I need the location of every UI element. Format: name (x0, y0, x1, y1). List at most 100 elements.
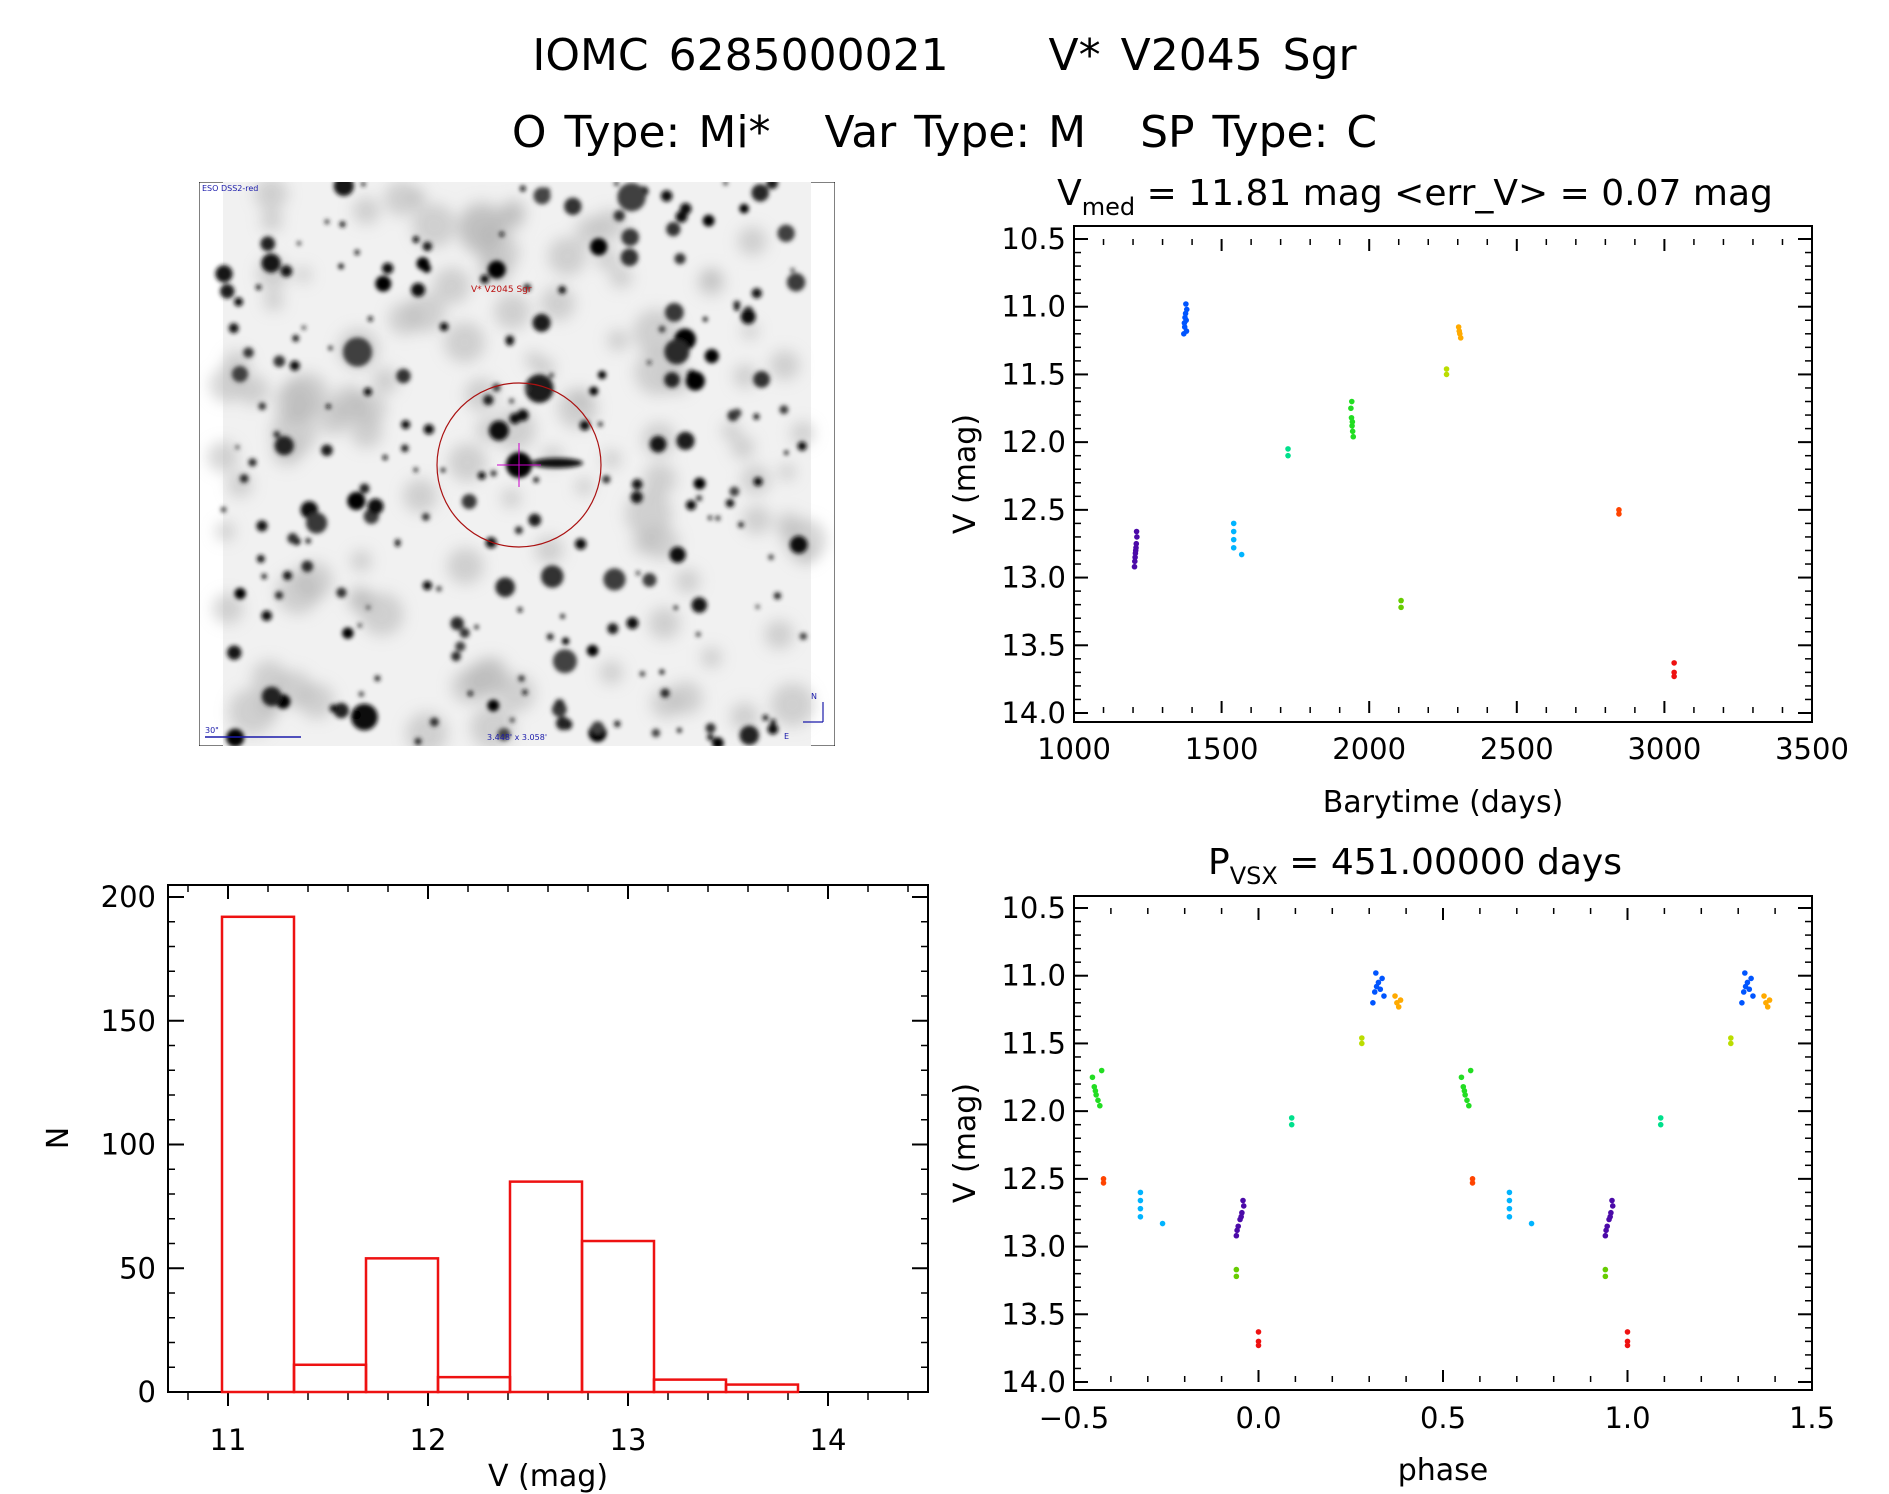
ph-data-point (1373, 970, 1379, 976)
finder-haze-blob (408, 188, 427, 207)
object-types: O Type: Mi* Var Type: M SP Type: C (0, 107, 1889, 158)
finder-star (301, 325, 306, 330)
finder-haze-blob (572, 389, 592, 409)
hi-xtick-label: 11 (210, 1423, 247, 1457)
finder-haze-blob (350, 550, 372, 572)
finder-haze-blob (540, 286, 576, 321)
ph-data-point (1137, 1205, 1144, 1212)
sp-type: SP Type: C (1140, 107, 1378, 158)
finder-haze-blob (497, 674, 536, 713)
finder-star (394, 539, 401, 546)
ph-data-point (1238, 1213, 1244, 1220)
histogram-bar (292, 1363, 368, 1394)
lc-data-point (1616, 507, 1622, 513)
finder-star (474, 625, 479, 630)
scale-label: 30" (205, 726, 219, 735)
lightcurve-xlabel: Barytime (days) (1323, 785, 1564, 820)
finder-star (777, 224, 795, 243)
ph-data-point (1381, 993, 1387, 999)
ph-data-point (1657, 1121, 1664, 1128)
finder-star (695, 631, 701, 637)
ph-data-point (1137, 1213, 1144, 1220)
finder-haze-blob (352, 197, 380, 225)
finder-star (231, 366, 249, 383)
ph-ytick-label: 10.5 (1001, 891, 1066, 925)
ph-data-point (1609, 1203, 1616, 1209)
target-circle (436, 382, 602, 548)
finder-star (613, 210, 625, 222)
finder-star (669, 546, 686, 563)
finder-haze-blob (215, 521, 235, 542)
finder-star (664, 302, 684, 322)
finder-star (607, 623, 619, 635)
compass-north-label: N (811, 692, 817, 701)
finder-haze-blob (547, 237, 587, 276)
ph-data-point (1288, 1121, 1295, 1128)
finder-star (374, 675, 381, 682)
finder-haze-blob (295, 266, 312, 283)
histogram-bar (652, 1378, 728, 1394)
ph-data-point (1506, 1197, 1513, 1204)
finder-star (422, 241, 433, 252)
ph-data-point (1098, 1067, 1105, 1074)
lc-xtick-label: 3000 (1627, 732, 1701, 766)
finder-star (261, 610, 272, 622)
finder-star (733, 305, 740, 311)
ph-data-point (1740, 989, 1747, 995)
finder-star (729, 486, 740, 497)
finder-star (421, 512, 430, 521)
ph-data-point (1233, 1266, 1240, 1273)
finder-star (591, 721, 605, 734)
finder-haze-blob (298, 683, 335, 719)
finder-star (413, 467, 419, 473)
finder-haze-blob (741, 322, 759, 340)
finder-star (784, 450, 789, 455)
finder-star (423, 424, 435, 435)
finder-haze-blob (283, 372, 329, 418)
lc-ytick-label: 11.0 (1001, 290, 1066, 324)
finder-haze-blob (607, 329, 629, 352)
finder-star (258, 402, 267, 411)
ph-data-point (1137, 1197, 1144, 1204)
lc-data-point (1230, 528, 1237, 535)
lc-data-point (1616, 511, 1622, 517)
finder-star (523, 283, 532, 292)
finder-star (429, 717, 439, 727)
finder-star (414, 737, 422, 746)
finder-star (685, 371, 705, 391)
finder-haze-blob (212, 593, 244, 624)
finder-star (603, 568, 626, 591)
finder-star (495, 577, 516, 598)
ph-data-point (1359, 1035, 1365, 1041)
finder-star (329, 704, 338, 713)
finder-haze-blob (372, 367, 399, 395)
finder-star (357, 623, 362, 628)
finder-star (292, 334, 300, 342)
finder-star (708, 515, 713, 520)
var-type: Var Type: M (824, 107, 1087, 158)
finder-star (483, 394, 494, 406)
finder-haze-blob (345, 393, 363, 411)
ph-data-point (1397, 997, 1404, 1003)
finder-haze-blob (433, 267, 471, 305)
finder-star (647, 360, 652, 365)
finder-haze-blob (347, 586, 373, 613)
finder-haze-blob (207, 441, 239, 473)
finder-star (751, 184, 769, 202)
phased-plot-frame (1073, 895, 1813, 1391)
ph-ytick-label: 11.0 (1001, 959, 1066, 993)
lc-data-point (1230, 520, 1237, 527)
finder-star (375, 275, 392, 292)
ph-data-point (1602, 1266, 1609, 1273)
finder-haze-blob (458, 200, 506, 249)
finder-haze-blob (384, 182, 420, 217)
finder-haze-blob (742, 505, 772, 535)
finder-star (552, 649, 577, 674)
ph-data-point (1506, 1189, 1513, 1196)
finder-star (514, 526, 523, 535)
o-type: O Type: Mi* (511, 107, 771, 158)
finder-star (561, 637, 570, 645)
ph-data-point (1092, 1088, 1099, 1094)
finder-star (412, 236, 420, 243)
